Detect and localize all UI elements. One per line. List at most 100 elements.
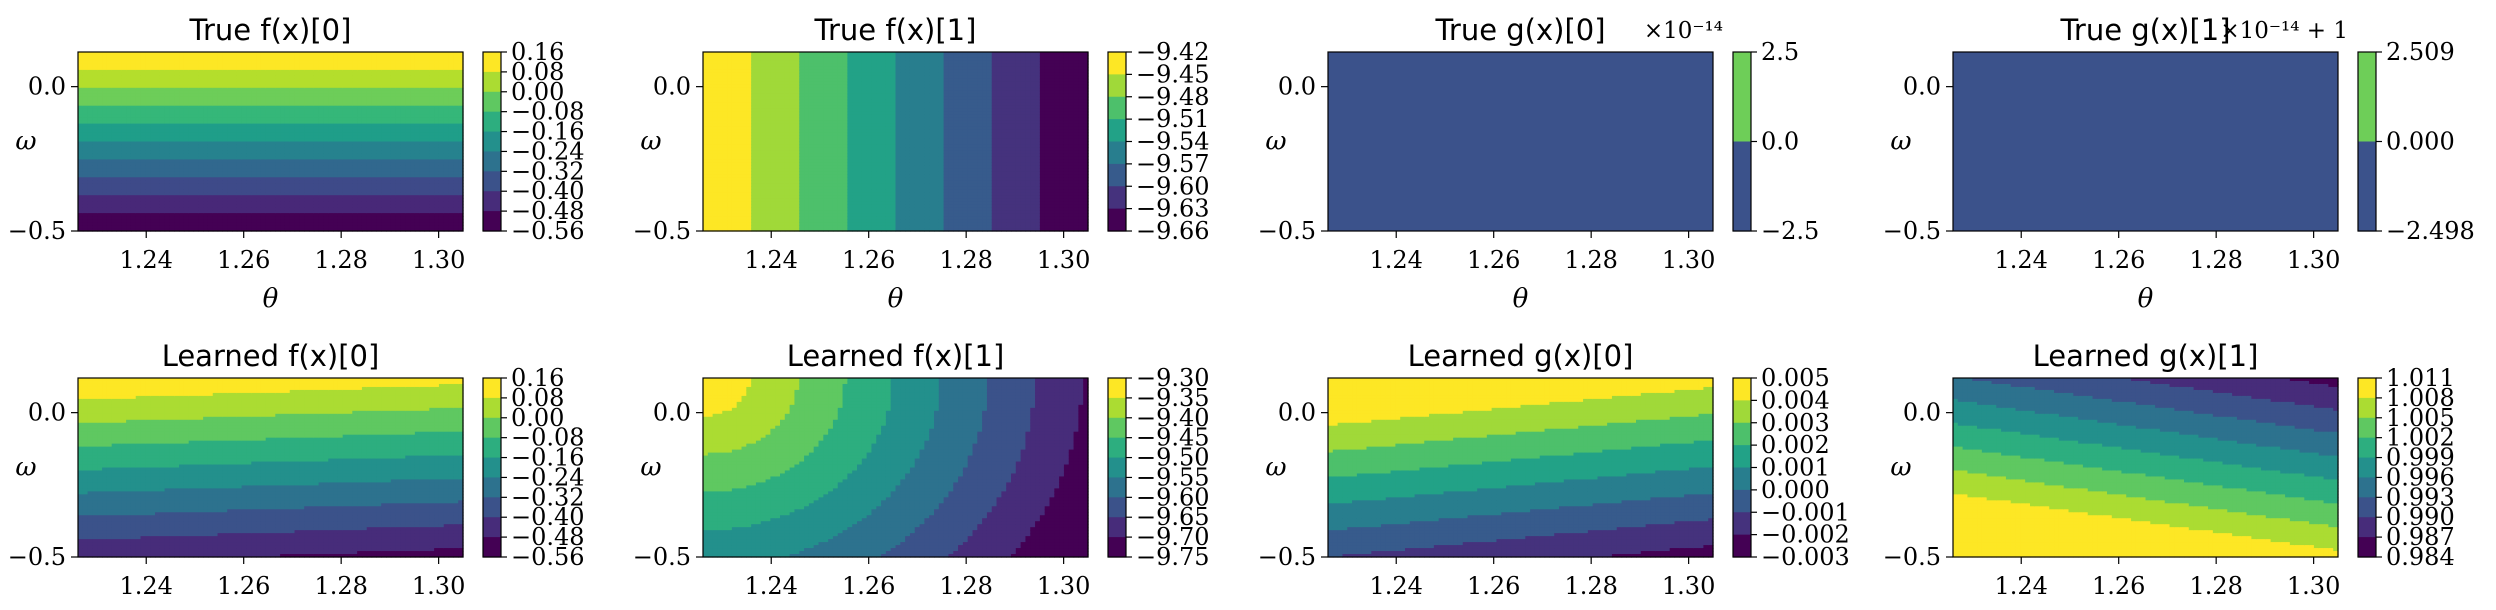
heatmap-cell [174,156,180,160]
heatmap-cell [203,195,209,199]
heatmap-cell [203,114,209,119]
heatmap-cell [241,177,248,181]
heatmap-cell [198,78,204,83]
heatmap-cell [169,72,175,77]
heatmap-cell [299,81,305,86]
heatmap-cell [241,159,248,163]
heatmap-cell [260,87,267,92]
heatmap-cell [284,81,291,86]
heatmap-cell [82,102,89,107]
heatmap-cell [140,168,146,172]
heatmap-cell [222,228,228,232]
heatmap-cell [217,198,223,202]
x-axis-label: θ [263,284,279,314]
heatmap-cell [102,123,108,128]
heatmap-cell [164,174,171,178]
heatmap-cell [78,228,84,232]
heatmap-cell [227,204,233,208]
heatmap-cell [280,198,286,202]
heatmap-cell [294,210,300,214]
heatmap-cell [299,111,305,116]
heatmap-cell [164,225,171,229]
heatmap-cell [275,189,281,193]
heatmap-cell [260,60,267,65]
heatmap-cell [150,222,156,226]
heatmap-cell [222,84,228,89]
heatmap-cell [140,69,146,74]
heatmap-cell [260,168,267,172]
heatmap-cell [256,147,262,152]
heatmap-cell [251,204,257,208]
heatmap-cell [256,144,262,149]
heatmap-cell [130,207,137,211]
heatmap-cell [82,132,89,137]
heatmap-cell [179,180,185,184]
heatmap-cell [246,117,252,122]
heatmap-cell [280,102,286,107]
heatmap-cell [92,90,98,95]
heatmap-cell [116,81,122,86]
heatmap-cell [126,168,132,172]
heatmap-cell [130,132,137,137]
heatmap-cell [212,126,219,131]
heatmap-cell [82,180,89,184]
heatmap-cell [280,60,286,65]
heatmap-cell [145,168,151,172]
heatmap-cell [280,84,286,89]
heatmap-cell [299,54,305,59]
heatmap-cell [217,222,223,226]
heatmap-cell [232,141,238,146]
heatmap-cell [193,66,199,71]
heatmap-cell [251,201,257,205]
heatmap-cell [280,165,286,169]
heatmap-cell [299,198,305,202]
heatmap-cell [232,93,238,98]
heatmap-cell [106,153,113,158]
heatmap-cell [270,123,276,128]
heatmap-cell [140,186,146,190]
heatmap-cell [265,99,272,104]
heatmap-cell [198,96,204,101]
heatmap-cell [260,120,267,125]
heatmap-cell [183,186,190,190]
heatmap-cell [289,198,296,202]
heatmap-cell [217,183,223,187]
heatmap-cell [294,195,300,199]
heatmap-cell [174,195,180,199]
heatmap-cell [246,84,252,89]
heatmap-cell [155,210,161,214]
heatmap-cell [275,150,281,155]
heatmap-cell [174,192,180,196]
heatmap-cell [130,99,137,104]
heatmap-cell [135,168,142,172]
heatmap-cell [135,225,142,229]
heatmap-cell [150,75,156,80]
heatmap-cell [130,189,137,193]
heatmap-cell [260,66,267,71]
heatmap-cell [159,165,166,169]
heatmap-cell [97,120,103,125]
heatmap-cell [87,120,94,125]
heatmap-cell [260,111,267,116]
heatmap-cell [159,60,166,65]
heatmap-cell [140,108,146,113]
heatmap-cell [188,87,195,92]
heatmap-cell [183,75,190,80]
heatmap-cell [217,150,223,155]
heatmap-cell [87,150,94,155]
heatmap-cell [207,129,214,134]
heatmap-cell [284,183,291,187]
heatmap-cell [155,52,161,56]
heatmap-cell [203,75,209,80]
heatmap-cell [155,102,161,107]
heatmap-cell [251,159,257,163]
heatmap-cell [106,150,113,155]
heatmap-cell [179,144,185,149]
heatmap-cell [116,156,122,160]
heatmap-cell [275,204,281,208]
x-tick-label: 1.26 [217,246,270,274]
heatmap-cell [179,207,185,211]
heatmap-cell [140,60,146,65]
heatmap-cell [236,204,243,208]
heatmap-cell [130,111,137,116]
